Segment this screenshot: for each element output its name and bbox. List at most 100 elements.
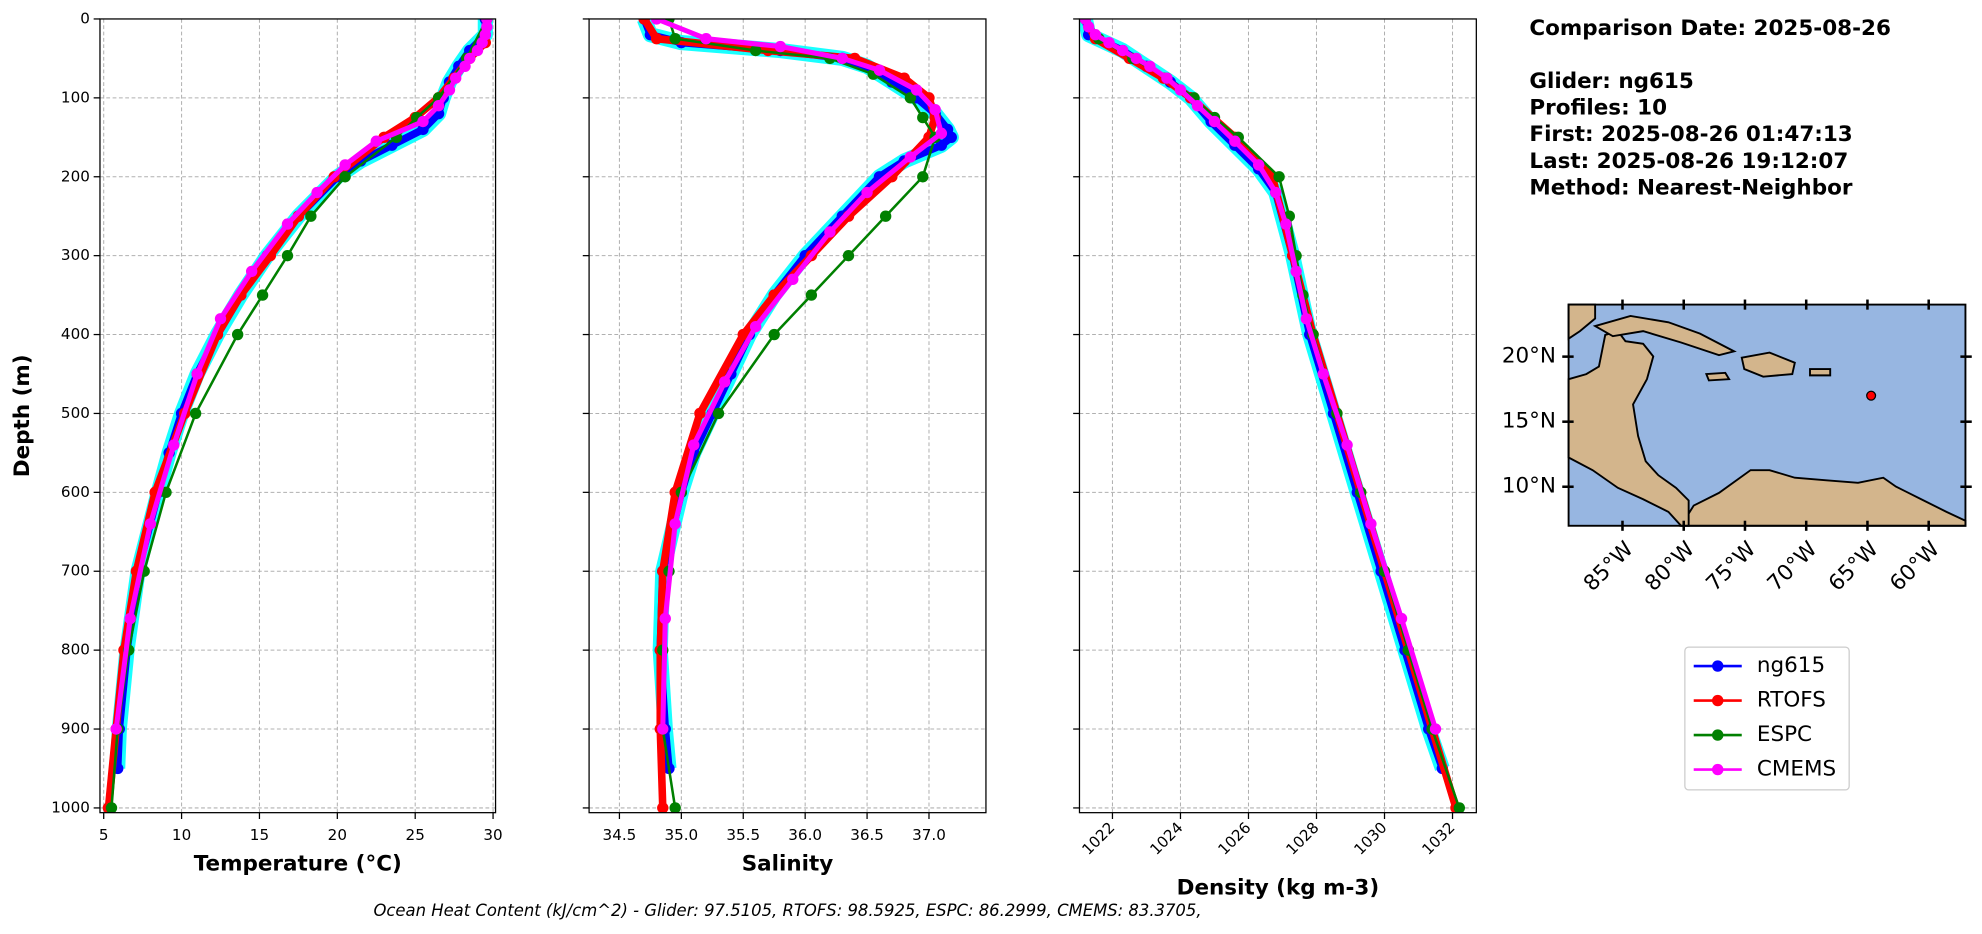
profile-marker xyxy=(1365,518,1377,530)
x-axis-label: Salinity xyxy=(742,851,834,876)
y-tick-label: 600 xyxy=(61,483,90,501)
profile-marker xyxy=(1089,29,1102,41)
legend-label: ng615 xyxy=(1757,653,1825,678)
plot-area xyxy=(637,18,959,813)
profile-marker xyxy=(443,84,456,96)
profile-marker xyxy=(1116,44,1129,57)
y-tick-label: 900 xyxy=(61,720,90,738)
profile-marker xyxy=(749,320,762,333)
profile-marker xyxy=(191,368,203,380)
profile-marker xyxy=(305,210,317,222)
profile-marker xyxy=(917,111,929,124)
profile-marker xyxy=(910,84,923,96)
profile-line xyxy=(1082,18,1438,730)
land xyxy=(1567,303,1967,527)
legend-marker xyxy=(1712,660,1724,672)
profile-marker xyxy=(471,44,484,57)
profile-marker xyxy=(737,328,749,341)
profile-marker xyxy=(904,92,917,104)
y-tick-label: 200 xyxy=(61,167,90,185)
profile-marker xyxy=(1130,52,1142,65)
x-tick-label: 1028 xyxy=(1282,819,1322,859)
map-frame xyxy=(1567,303,1967,527)
profile-marker xyxy=(1174,84,1187,96)
y-axis-label: Depth (m) xyxy=(10,354,35,477)
profile-marker xyxy=(144,518,157,530)
footer-note: Ocean Heat Content (kJ/cm^2) - Glider: 9… xyxy=(373,901,1201,920)
profile-marker xyxy=(669,32,681,45)
profile-marker xyxy=(256,289,269,301)
y-tick-label: 100 xyxy=(61,88,90,106)
profile-marker xyxy=(659,612,671,625)
map-y-tick-label: 10°N xyxy=(1502,474,1556,499)
profile-marker xyxy=(700,32,712,45)
profile-marker xyxy=(339,171,351,183)
profile-marker xyxy=(110,723,122,735)
map-x-tick-label: 60°W xyxy=(1885,537,1945,597)
profile-marker xyxy=(417,123,429,136)
profile-marker xyxy=(1161,72,1173,84)
profile-marker xyxy=(712,407,725,420)
profile-marker xyxy=(1341,439,1353,451)
x-tick-label: 34.5 xyxy=(603,826,637,844)
y-tick-label: 500 xyxy=(61,404,90,422)
profile-marker xyxy=(669,518,681,530)
profile-marker xyxy=(935,139,948,151)
glider-position xyxy=(1866,390,1877,401)
profile-marker xyxy=(861,186,873,199)
x-tick-label: 1026 xyxy=(1214,819,1254,859)
plot-area xyxy=(102,18,493,813)
profile-marker xyxy=(105,802,118,813)
profile-marker xyxy=(1144,60,1156,72)
profile-marker xyxy=(1082,21,1095,33)
profile-line xyxy=(640,18,939,809)
profile-marker xyxy=(281,249,294,262)
profile-marker xyxy=(904,151,917,163)
profile-marker xyxy=(1273,171,1285,183)
map-y-tick-label: 20°N xyxy=(1502,344,1556,369)
legend-marker xyxy=(1712,729,1724,741)
map-x-tick-label: 85°W xyxy=(1579,537,1639,597)
profile-marker xyxy=(768,328,780,341)
profile-spread xyxy=(110,18,493,769)
profile-marker xyxy=(945,131,957,143)
profile-marker xyxy=(1290,265,1302,278)
profile-marker xyxy=(842,249,855,262)
profile-marker xyxy=(873,64,886,76)
x-tick-label: 1032 xyxy=(1419,819,1459,859)
profile-marker xyxy=(311,186,323,199)
profile-marker xyxy=(694,407,706,420)
profile-marker xyxy=(1252,159,1265,171)
info-line: Last: 2025-08-26 19:12:07 xyxy=(1529,149,1848,174)
profile-marker xyxy=(1270,186,1282,199)
profile-marker xyxy=(650,18,663,25)
profile-marker xyxy=(339,159,351,171)
profile-marker xyxy=(231,328,244,341)
profile-marker xyxy=(245,265,258,278)
profile-line xyxy=(1081,18,1446,770)
profile-marker xyxy=(124,612,136,625)
profile-marker xyxy=(879,210,892,222)
x-tick-label: 1024 xyxy=(1146,819,1186,859)
profile-marker xyxy=(669,802,681,813)
x-axis-label: Density (kg m-3) xyxy=(1177,876,1380,901)
profile-marker xyxy=(805,289,818,301)
map-x-tick-label: 75°W xyxy=(1701,537,1761,597)
profile-marker xyxy=(1191,100,1204,112)
plot-area xyxy=(1079,18,1466,813)
profile-marker xyxy=(1429,723,1442,735)
map-x-tick-label: 65°W xyxy=(1824,537,1884,597)
map-base xyxy=(1567,303,1967,527)
legend-marker xyxy=(1712,763,1724,776)
profile-marker xyxy=(214,313,227,325)
profile-marker xyxy=(650,32,663,45)
profile-marker xyxy=(929,104,941,116)
profile-marker xyxy=(1208,115,1221,128)
y-tick-label: 800 xyxy=(61,641,90,659)
profile-spread xyxy=(637,18,959,770)
comparison-date: Comparison Date: 2025-08-26 xyxy=(1529,16,1890,41)
profile-marker xyxy=(1229,135,1241,147)
profile-line xyxy=(640,18,956,769)
profile-marker xyxy=(1453,802,1466,813)
profile-marker xyxy=(935,127,948,140)
